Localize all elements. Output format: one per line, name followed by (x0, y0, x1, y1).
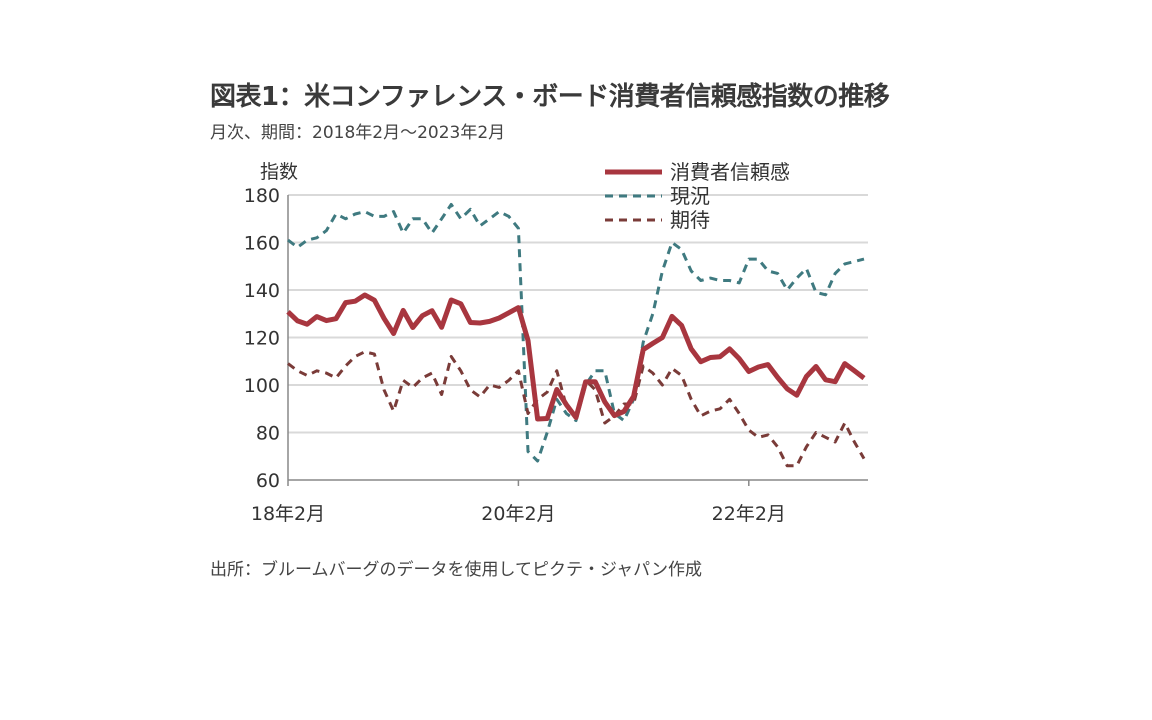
y-tick-label: 180 (244, 185, 280, 207)
x-tick-label: 22年2月 (712, 503, 786, 525)
legend-label: 期待 (670, 208, 710, 232)
y-tick-label: 160 (244, 233, 280, 255)
legend-label: 現況 (670, 184, 710, 208)
y-tick-label: 120 (244, 328, 280, 350)
x-tick-label: 18年2月 (251, 503, 325, 525)
y-tick-label: 140 (244, 280, 280, 302)
y-axis-label: 指数 (260, 161, 298, 183)
y-tick-label: 100 (244, 375, 280, 397)
y-tick-label: 80 (256, 423, 280, 445)
series-line-expectations (287, 350, 866, 468)
y-tick-label: 60 (256, 470, 280, 492)
series-line-present-situation (287, 203, 865, 463)
source-note: 出所：ブルームバーグのデータを使用してピクテ・ジャパン作成 (210, 560, 702, 580)
x-tick-label: 20年2月 (481, 503, 555, 525)
legend-label: 消費者信頼感 (670, 160, 790, 184)
series-line-consumer-confidence (286, 292, 866, 422)
chart-subtitle: 月次、期間：2018年2月～2023年2月 (210, 123, 506, 143)
chart-title: 図表1：米コンファレンス・ボード消費者信頼感指数の推移 (210, 82, 890, 112)
